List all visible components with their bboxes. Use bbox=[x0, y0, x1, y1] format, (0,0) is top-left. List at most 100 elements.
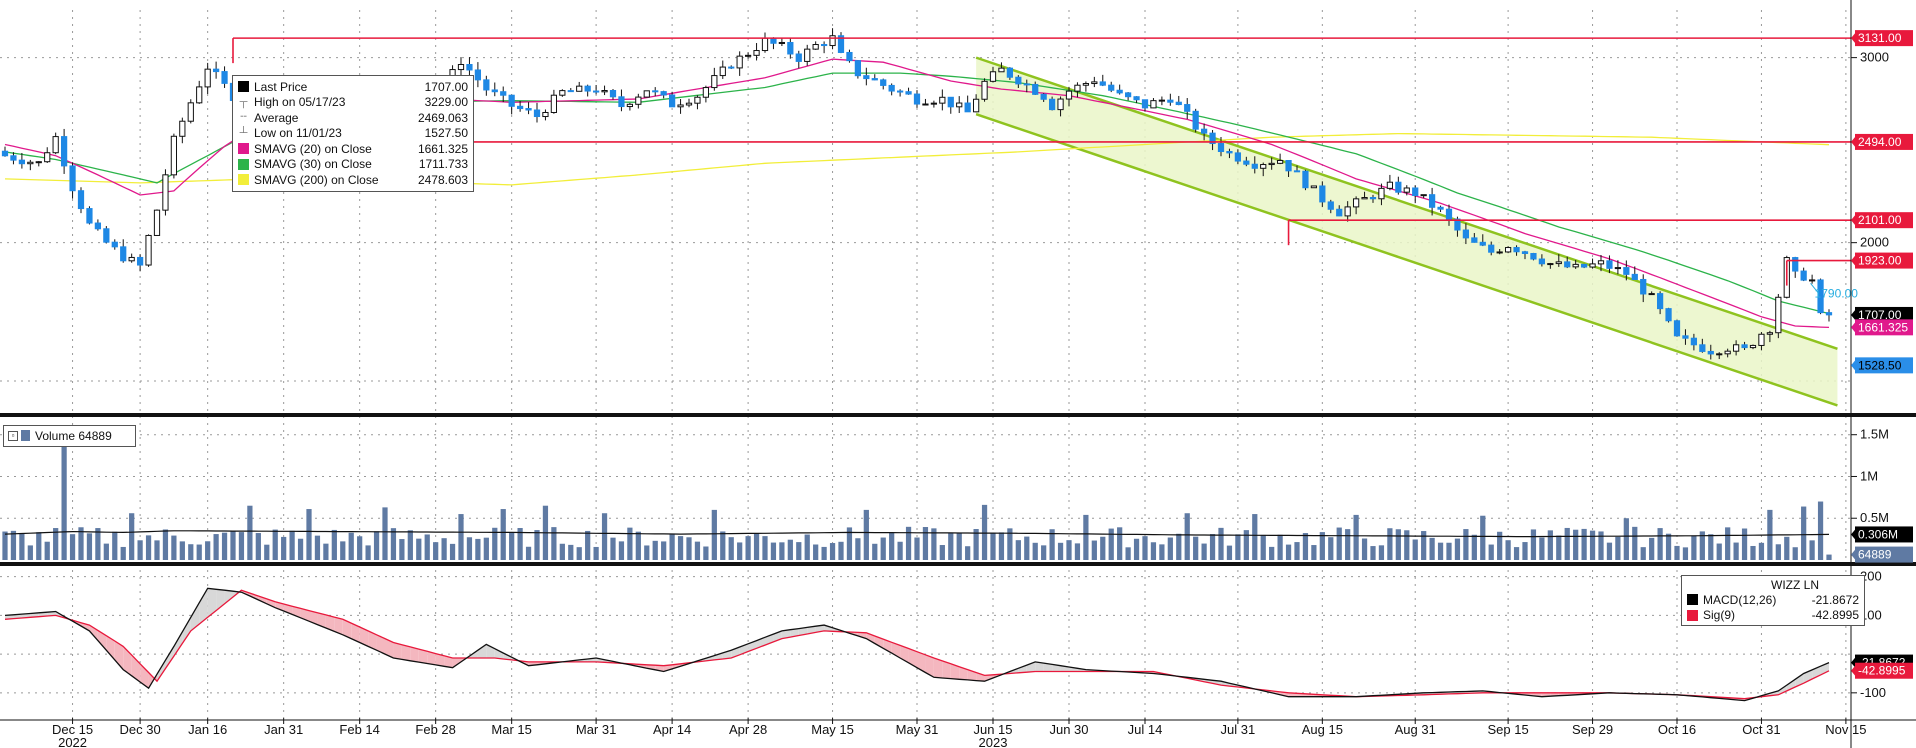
candle-body bbox=[871, 78, 878, 81]
volume-bar bbox=[1193, 536, 1199, 560]
candle-body bbox=[1141, 99, 1149, 109]
reference-tag: 2494.00 bbox=[1851, 133, 1913, 150]
y-tick-label: 100 bbox=[1860, 607, 1882, 622]
volume-bar bbox=[272, 529, 278, 560]
volume-bar bbox=[1387, 528, 1393, 560]
candle bbox=[609, 89, 617, 100]
candle-body bbox=[162, 174, 169, 211]
candle bbox=[1547, 262, 1554, 269]
candle-body bbox=[1724, 350, 1731, 355]
candle-body bbox=[1665, 308, 1672, 322]
candle bbox=[1631, 266, 1638, 280]
candle bbox=[1817, 278, 1824, 315]
candle-body bbox=[1808, 279, 1816, 282]
candle bbox=[778, 37, 786, 47]
low-marker-icon: ┴ bbox=[239, 126, 248, 139]
legend-label: MACD(12,26) bbox=[1703, 592, 1777, 607]
candle bbox=[1555, 254, 1562, 267]
candle bbox=[1428, 187, 1436, 216]
macd-fill-segment bbox=[401, 644, 411, 661]
macd-fill-segment bbox=[410, 646, 419, 663]
candle bbox=[1614, 260, 1622, 275]
candle bbox=[1099, 74, 1106, 87]
macd-fill-segment bbox=[1035, 661, 1044, 672]
volume-bar bbox=[644, 545, 650, 560]
candle bbox=[592, 85, 600, 95]
candle-body bbox=[888, 84, 895, 92]
candle bbox=[1302, 169, 1309, 191]
x-tick-label: Feb 28 bbox=[415, 722, 455, 737]
candle bbox=[702, 85, 710, 103]
candle bbox=[618, 89, 625, 112]
x-year-label: 2022 bbox=[58, 735, 87, 748]
candle bbox=[1124, 92, 1132, 101]
volume-bar bbox=[1758, 542, 1765, 560]
volume-bar bbox=[297, 538, 304, 560]
candle bbox=[1133, 96, 1140, 104]
volume-bar bbox=[889, 532, 895, 560]
macd-fill-segment bbox=[663, 664, 673, 672]
candle-body bbox=[1217, 143, 1225, 153]
volume-bar bbox=[627, 527, 633, 560]
volume-bar bbox=[1252, 514, 1258, 560]
volume-bar bbox=[433, 542, 439, 560]
x-tick-label: Aug 15 bbox=[1302, 722, 1343, 737]
candle bbox=[795, 50, 802, 69]
volume-bar bbox=[551, 527, 557, 560]
candle-body bbox=[27, 161, 34, 165]
channel-lower-line bbox=[975, 113, 1838, 407]
reference-tag-bg bbox=[1855, 252, 1913, 269]
candle-body bbox=[1, 150, 9, 157]
candle-body bbox=[1302, 170, 1309, 189]
volume-bar bbox=[171, 535, 177, 560]
candle-body bbox=[1640, 278, 1647, 295]
candle-body bbox=[1319, 185, 1326, 203]
candle bbox=[1032, 81, 1039, 96]
candle-body bbox=[1386, 181, 1394, 189]
candle bbox=[981, 78, 988, 102]
candle bbox=[1150, 98, 1157, 109]
candle-body bbox=[1825, 312, 1833, 316]
volume-bar bbox=[1708, 534, 1714, 560]
legend-row: Last Price 1707.00 bbox=[238, 79, 468, 95]
macd-tag-text: -42.8995 bbox=[1858, 664, 1906, 678]
macd-fill-segment bbox=[114, 641, 124, 670]
candle bbox=[1699, 338, 1706, 353]
x-tick-label: Mar 31 bbox=[576, 722, 616, 737]
candle-body bbox=[753, 50, 760, 56]
candle bbox=[1800, 267, 1807, 282]
candle-body bbox=[677, 104, 684, 108]
candle bbox=[516, 100, 524, 112]
x-tick-label: Aug 31 bbox=[1395, 722, 1436, 737]
candle bbox=[576, 81, 583, 92]
volume-bar bbox=[1083, 514, 1089, 560]
candle bbox=[1707, 344, 1714, 360]
candle-body bbox=[1699, 344, 1706, 352]
candle-body bbox=[1496, 251, 1503, 254]
macd-fill-segment bbox=[883, 639, 892, 654]
macd-fill-segment bbox=[1778, 685, 1787, 695]
volume-bar bbox=[981, 504, 988, 560]
collapse-icon[interactable]: ▫ bbox=[8, 430, 18, 441]
candle-body bbox=[964, 102, 971, 113]
candle bbox=[660, 90, 667, 99]
macd-fill-segment bbox=[790, 628, 799, 638]
volume-bar bbox=[905, 526, 912, 560]
price-tag-text: 1707.00 bbox=[1858, 308, 1902, 322]
volume-bar bbox=[61, 428, 67, 560]
candle bbox=[18, 152, 26, 169]
candle-body bbox=[863, 75, 870, 80]
volume-bar bbox=[753, 533, 760, 560]
macd-legend: WIZZ LN MACD(12,26) -21.8672 Sig(9) -42.8995 bbox=[1681, 575, 1865, 626]
candle bbox=[1276, 153, 1284, 165]
candle bbox=[111, 239, 118, 250]
macd-fill-segment bbox=[798, 627, 808, 636]
macd-fill-segment bbox=[309, 610, 318, 625]
macd-fill-segment bbox=[157, 660, 166, 682]
volume-legend-label: Volume bbox=[35, 428, 76, 443]
candle-body bbox=[1538, 258, 1546, 265]
candle-body bbox=[1775, 296, 1782, 334]
candle bbox=[567, 88, 574, 93]
legend-value: 2478.603 bbox=[417, 172, 468, 187]
candle bbox=[1116, 84, 1123, 95]
